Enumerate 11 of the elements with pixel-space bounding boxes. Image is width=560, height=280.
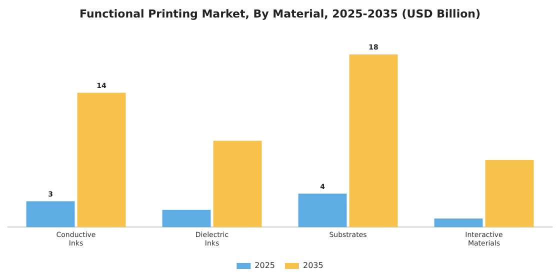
- bar: [77, 92, 126, 228]
- legend-label: 2035: [303, 261, 324, 270]
- bar: [162, 210, 211, 228]
- bar: [349, 54, 398, 228]
- bar: [298, 194, 347, 228]
- bar: [213, 140, 262, 228]
- legend-label: 2025: [254, 261, 275, 270]
- chart-title: Functional Printing Market, By Material, 2025-2035 (USD Billion): [79, 7, 481, 20]
- bar: [485, 160, 534, 228]
- bar: [434, 218, 483, 228]
- bar: [26, 201, 75, 228]
